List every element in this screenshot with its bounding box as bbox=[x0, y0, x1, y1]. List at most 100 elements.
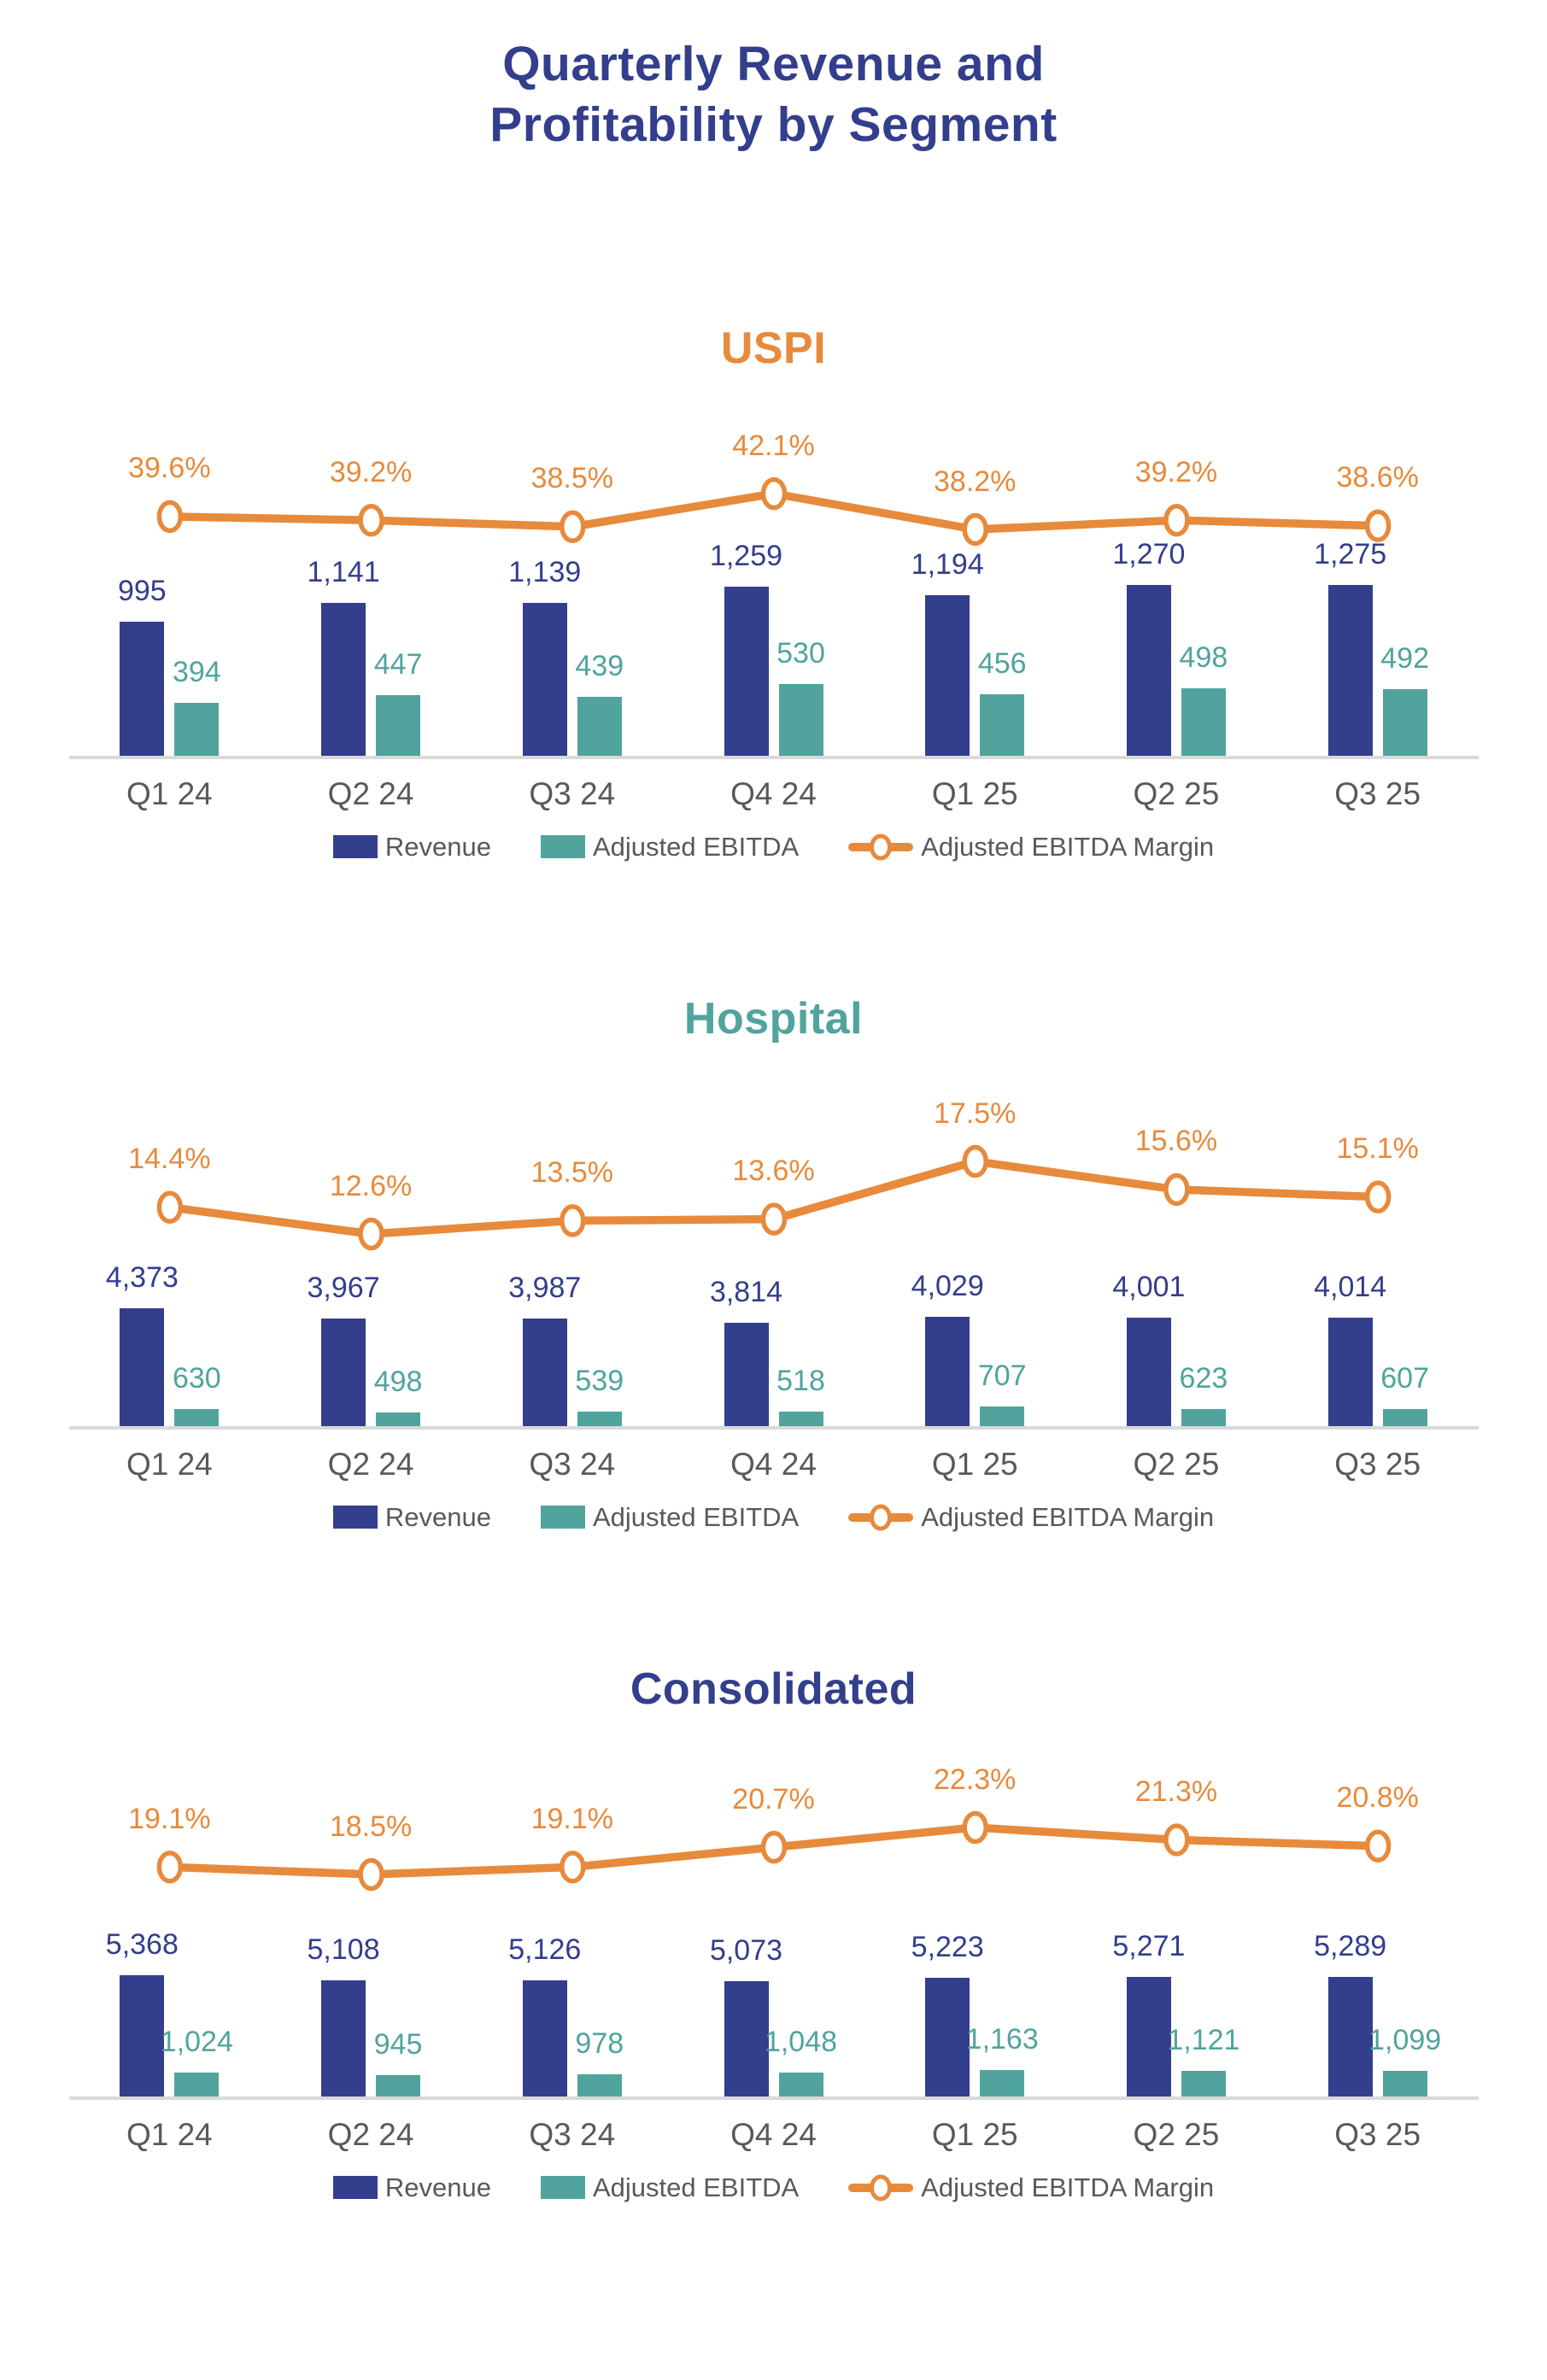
ebitda-value-label: 439 bbox=[575, 649, 624, 682]
ebitda-value-label: 630 bbox=[172, 1361, 221, 1395]
margin-value-label: 20.8% bbox=[1336, 1781, 1419, 1815]
ebitda-value-label: 456 bbox=[977, 646, 1027, 680]
section-title-consolidated: Consolidated bbox=[630, 1664, 917, 1714]
section-title-uspi: USPI bbox=[720, 323, 827, 373]
margin-value-label: 15.6% bbox=[1134, 1125, 1218, 1158]
x-axis-label: Q3 25 bbox=[1334, 1446, 1421, 1482]
margin-line-marker-icon bbox=[848, 1504, 914, 1530]
margin-line-marker-icon bbox=[848, 2174, 914, 2201]
section-uspi: USPI 995 394 39.6% 1,141 447 39.2% 1,139 439 38.… bbox=[0, 323, 1547, 865]
ebitda-bar bbox=[376, 1412, 421, 1426]
x-axis-label: Q1 24 bbox=[126, 775, 213, 811]
page-title-line1: Quarterly Revenue and bbox=[502, 37, 1045, 91]
margin-value-label: 14.4% bbox=[128, 1143, 211, 1176]
revenue-value-label: 3,987 bbox=[508, 1271, 582, 1304]
ebitda-value-label: 498 bbox=[1179, 641, 1228, 675]
hospital-x-axis: Q1 24 Q2 24 Q3 24 Q4 24 Q1 25 Q2 25 Q3 25 bbox=[69, 1430, 1479, 1482]
revenue-bar bbox=[321, 602, 366, 756]
revenue-value-label: 1,275 bbox=[1314, 537, 1387, 570]
margin-value-label: 15.1% bbox=[1336, 1132, 1419, 1166]
margin-point-marker bbox=[961, 1144, 988, 1178]
margin-value-label: 39.6% bbox=[128, 452, 211, 485]
ebitda-value-label: 1,121 bbox=[1167, 2023, 1240, 2056]
ebitda-value-label: 1,099 bbox=[1368, 2024, 1442, 2057]
margin-value-label: 19.1% bbox=[530, 1802, 613, 1835]
revenue-bar bbox=[925, 1317, 970, 1426]
legend-label-margin: Adjusted EBITDA Margin bbox=[921, 1501, 1215, 1532]
revenue-value-label: 5,073 bbox=[709, 1934, 783, 1968]
revenue-bar bbox=[522, 1318, 567, 1426]
legend-item-ebitda: Adjusted EBITDA bbox=[540, 831, 800, 863]
legend-item-ebitda: Adjusted EBITDA bbox=[540, 2172, 799, 2203]
revenue-bar bbox=[1126, 585, 1171, 756]
margin-point-marker bbox=[1163, 503, 1190, 536]
ebitda-bar bbox=[376, 695, 421, 756]
ebitda-bar bbox=[980, 693, 1025, 756]
revenue-bar bbox=[925, 1978, 970, 2096]
x-axis-label: Q3 25 bbox=[1334, 2116, 1421, 2152]
ebitda-bar bbox=[980, 1406, 1025, 1426]
revenue-value-label: 1,194 bbox=[911, 548, 984, 582]
revenue-value-label: 1,270 bbox=[1112, 538, 1186, 571]
x-axis-label: Q2 25 bbox=[1133, 1446, 1220, 1482]
revenue-value-label: 4,373 bbox=[105, 1260, 179, 1294]
margin-point-marker bbox=[760, 1830, 787, 1863]
revenue-value-label: 5,126 bbox=[508, 1933, 582, 1966]
revenue-value-label: 5,223 bbox=[911, 1931, 984, 1964]
revenue-value-label: 995 bbox=[117, 575, 167, 608]
x-axis-label: Q2 25 bbox=[1133, 2116, 1220, 2152]
margin-value-label: 12.6% bbox=[329, 1169, 413, 1202]
ebitda-bar bbox=[376, 2074, 421, 2096]
revenue-swatch-icon bbox=[332, 835, 378, 858]
legend-label-revenue: Revenue bbox=[384, 831, 491, 862]
revenue-bar bbox=[1126, 1318, 1171, 1426]
margin-point-marker bbox=[156, 1850, 183, 1884]
x-axis-label: Q3 24 bbox=[529, 1446, 616, 1482]
margin-value-label: 21.3% bbox=[1134, 1775, 1218, 1808]
x-axis-label: Q3 24 bbox=[529, 2116, 616, 2152]
margin-point-marker bbox=[760, 1202, 787, 1236]
legend-label-margin: Adjusted EBITDA Margin bbox=[921, 2172, 1215, 2202]
ebitda-value-label: 707 bbox=[977, 1360, 1027, 1393]
x-axis-label: Q2 24 bbox=[327, 2116, 414, 2152]
revenue-bar bbox=[724, 587, 769, 756]
ebitda-value-label: 539 bbox=[575, 1364, 624, 1397]
margin-value-label: 20.7% bbox=[732, 1782, 815, 1816]
consolidated-combo-chart: 5,368 1,024 19.1% 5,108 945 18.5% 5,126 978 19.1… bbox=[68, 1734, 1479, 2100]
ebitda-bar bbox=[577, 2073, 622, 2096]
ebitda-value-label: 1,163 bbox=[965, 2022, 1039, 2055]
ebitda-swatch-icon bbox=[540, 835, 585, 858]
section-hospital: Hospital 4,373 630 14.4% 3,967 498 12.6% 3,987… bbox=[0, 993, 1547, 1535]
revenue-value-label: 1,139 bbox=[508, 555, 582, 588]
uspi-legend: Revenue Adjusted EBITDA Adjusted EBITDA … bbox=[0, 829, 1547, 865]
ebitda-bar bbox=[1181, 1408, 1226, 1426]
revenue-value-label: 4,001 bbox=[1112, 1271, 1186, 1304]
margin-value-label: 18.5% bbox=[329, 1810, 413, 1843]
x-axis-label: Q3 24 bbox=[529, 775, 616, 811]
ebitda-value-label: 978 bbox=[575, 2026, 624, 2060]
ebitda-value-label: 623 bbox=[1179, 1361, 1228, 1395]
revenue-bar bbox=[724, 1981, 769, 2096]
revenue-value-label: 3,814 bbox=[709, 1276, 783, 1309]
consolidated-x-axis: Q1 24 Q2 24 Q3 24 Q4 24 Q1 25 Q2 25 Q3 25 bbox=[69, 2100, 1479, 2153]
margin-value-label: 38.6% bbox=[1336, 461, 1419, 494]
ebitda-bar bbox=[1181, 688, 1226, 756]
revenue-value-label: 1,141 bbox=[307, 555, 380, 588]
ebitda-value-label: 518 bbox=[776, 1365, 825, 1398]
ebitda-value-label: 394 bbox=[172, 655, 221, 688]
revenue-bar bbox=[1327, 584, 1373, 756]
revenue-value-label: 3,967 bbox=[307, 1272, 380, 1305]
margin-value-label: 17.5% bbox=[934, 1096, 1017, 1130]
chart-page: Quarterly Revenue and Profitability by S… bbox=[0, 37, 1547, 2206]
section-consolidated: Consolidated 5,368 1,024 19.1% 5,108 945 18.5… bbox=[0, 1664, 1547, 2206]
revenue-value-label: 5,368 bbox=[105, 1927, 179, 1961]
legend-label-revenue: Revenue bbox=[384, 1501, 491, 1532]
ebitda-value-label: 607 bbox=[1380, 1362, 1430, 1395]
margin-point-marker bbox=[156, 1190, 183, 1224]
x-axis-label: Q2 24 bbox=[327, 775, 414, 811]
ebitda-value-label: 498 bbox=[373, 1365, 423, 1398]
margin-point-marker bbox=[961, 1810, 988, 1844]
ebitda-bar bbox=[174, 702, 220, 756]
legend-label-ebitda: Adjusted EBITDA bbox=[592, 1501, 800, 1532]
legend-label-ebitda: Adjusted EBITDA bbox=[592, 831, 800, 862]
